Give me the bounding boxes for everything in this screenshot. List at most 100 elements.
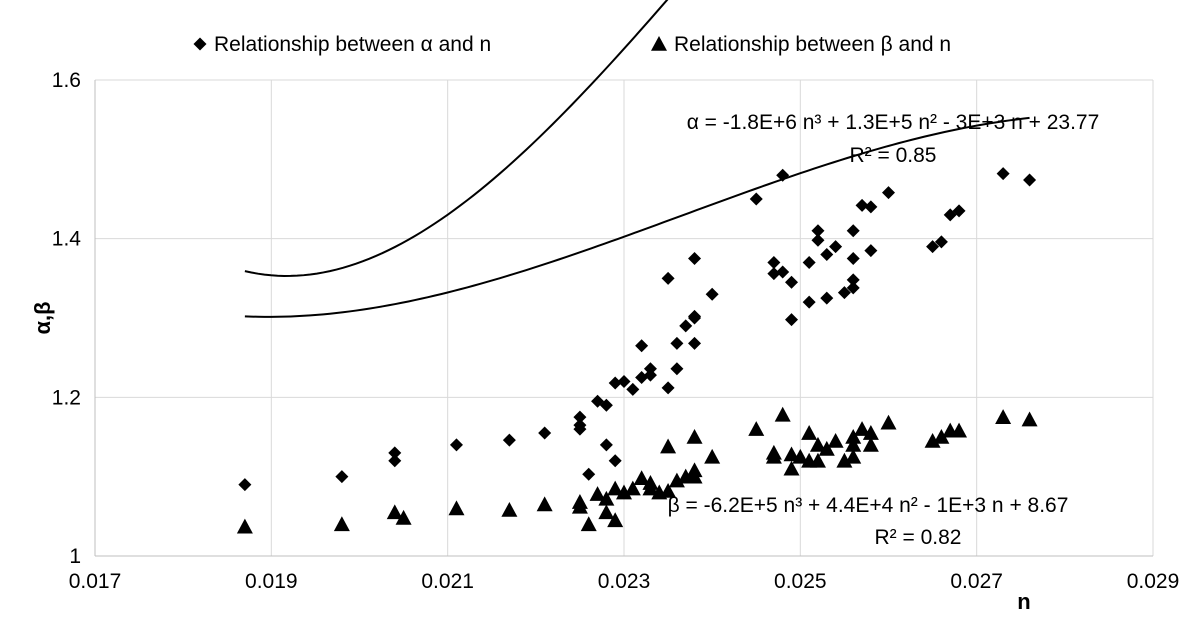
beta-data-point <box>862 436 879 452</box>
alpha-data-point <box>688 309 702 323</box>
beta-data-point <box>854 421 871 436</box>
beta-data-point <box>633 470 650 486</box>
alpha-data-point <box>670 362 684 376</box>
alpha-data-point <box>996 167 1010 181</box>
x-tick-label: 0.027 <box>950 570 1003 593</box>
y-tick-label: 1.2 <box>52 386 81 409</box>
beta-data-point <box>924 432 941 448</box>
beta-data-point <box>845 429 862 444</box>
beta-data-point <box>836 452 853 468</box>
alpha-data-point <box>855 198 869 212</box>
alpha-data-point <box>749 192 763 206</box>
alpha-data-point <box>785 275 799 289</box>
alpha-trendline-r2: R² = 0.85 <box>850 144 937 167</box>
beta-data-point <box>386 504 403 520</box>
beta-data-point <box>845 436 862 452</box>
alpha-data-point <box>776 265 790 279</box>
beta-data-point <box>448 500 465 516</box>
beta-data-point <box>818 440 835 456</box>
alpha-data-point <box>882 186 895 200</box>
legend-label-alpha: Relationship between α and n <box>214 33 491 56</box>
beta-data-point <box>801 425 818 440</box>
beta-data-point <box>571 498 588 514</box>
alpha-data-point <box>573 418 587 432</box>
x-tick-label: 0.029 <box>1127 570 1180 593</box>
beta-data-point <box>951 422 968 438</box>
beta-data-point <box>501 501 518 517</box>
trendlines <box>244 0 1030 318</box>
beta-data-point <box>765 448 782 464</box>
x-tick-label: 0.017 <box>69 570 122 593</box>
alpha-data-point <box>573 410 587 424</box>
beta-data-point <box>616 484 632 500</box>
alpha-data-point <box>599 398 613 412</box>
beta-data-point <box>598 504 615 520</box>
alpha-data-point <box>449 438 463 452</box>
x-tick-label: 0.021 <box>421 570 474 593</box>
beta-trendline <box>244 116 1030 318</box>
alpha-data-point <box>1023 173 1037 187</box>
y-axis-title: α,β <box>30 301 55 334</box>
x-tick-label: 0.019 <box>245 570 298 593</box>
beta-data-point <box>704 448 721 464</box>
alpha-data-point <box>617 374 631 388</box>
alpha-trendline-equation: α = -1.8E+6 n³ + 1.3E+5 n² - 3E+3 n + 23… <box>687 111 1100 134</box>
alpha-data-point <box>802 295 816 309</box>
alpha-data-point <box>502 433 516 447</box>
beta-data-point <box>845 448 862 464</box>
beta-data-point <box>748 421 765 436</box>
beta-data-point <box>589 486 606 501</box>
alpha-data-point <box>643 362 657 376</box>
alpha-data-point <box>688 336 702 350</box>
alpha-trendline <box>244 0 669 277</box>
beta-trendline-r2: R² = 0.82 <box>875 526 962 549</box>
alpha-data-point <box>846 273 860 287</box>
alpha-data-point <box>864 200 878 214</box>
alpha-data-point <box>238 478 252 492</box>
beta-data-point <box>774 406 791 422</box>
axes: 0.017 0.019 0.021 0.023 0.025 0.027 0.029 1 1.2 1… <box>52 69 1179 593</box>
beta-data-point <box>607 480 624 496</box>
grid-lines <box>95 79 1154 556</box>
alpha-data-point <box>679 319 693 333</box>
alpha-data-point <box>776 168 790 182</box>
alpha-data-point <box>635 339 649 353</box>
alpha-data-point <box>785 313 799 327</box>
x-axis-title: n <box>1017 589 1030 614</box>
beta-trendline-equation: β = -6.2E+5 n³ + 4.4E+4 n² - 1E+3 n + 8.… <box>668 494 1069 517</box>
beta-data-point <box>995 409 1012 424</box>
beta-data-point <box>660 482 677 498</box>
beta-data-point <box>607 512 624 528</box>
beta-data-point <box>862 425 879 440</box>
x-tick-label: 0.023 <box>598 570 651 593</box>
alpha-data-point <box>688 252 702 265</box>
alpha-data-point <box>626 382 640 396</box>
beta-data-point <box>809 436 826 452</box>
alpha-data-point <box>767 255 781 269</box>
alpha-data-point <box>846 252 860 265</box>
x-tick-label: 0.025 <box>774 570 827 593</box>
beta-data-point <box>783 460 800 476</box>
beta-data-point <box>598 490 615 506</box>
alpha-data-point <box>582 467 596 481</box>
alpha-data-point <box>820 248 834 262</box>
alpha-data-point <box>599 438 613 452</box>
alpha-data-point <box>926 240 940 254</box>
alpha-data-point <box>388 446 402 460</box>
legend: Relationship between α and n Relationshi… <box>193 33 951 56</box>
legend-label-beta: Relationship between β and n <box>674 33 951 56</box>
alpha-data-point <box>952 204 966 218</box>
beta-data-point <box>536 496 553 512</box>
beta-data-point <box>686 429 703 444</box>
beta-data-point <box>668 472 685 488</box>
y-tick-label: 1.4 <box>52 228 82 251</box>
alpha-data-point <box>661 271 675 285</box>
alpha-data-point <box>538 426 552 440</box>
alpha-data-point <box>705 287 719 301</box>
beta-data-point <box>827 432 844 448</box>
beta-data-point <box>1021 411 1038 427</box>
alpha-data-point <box>846 281 860 295</box>
beta-data-point <box>660 438 677 454</box>
